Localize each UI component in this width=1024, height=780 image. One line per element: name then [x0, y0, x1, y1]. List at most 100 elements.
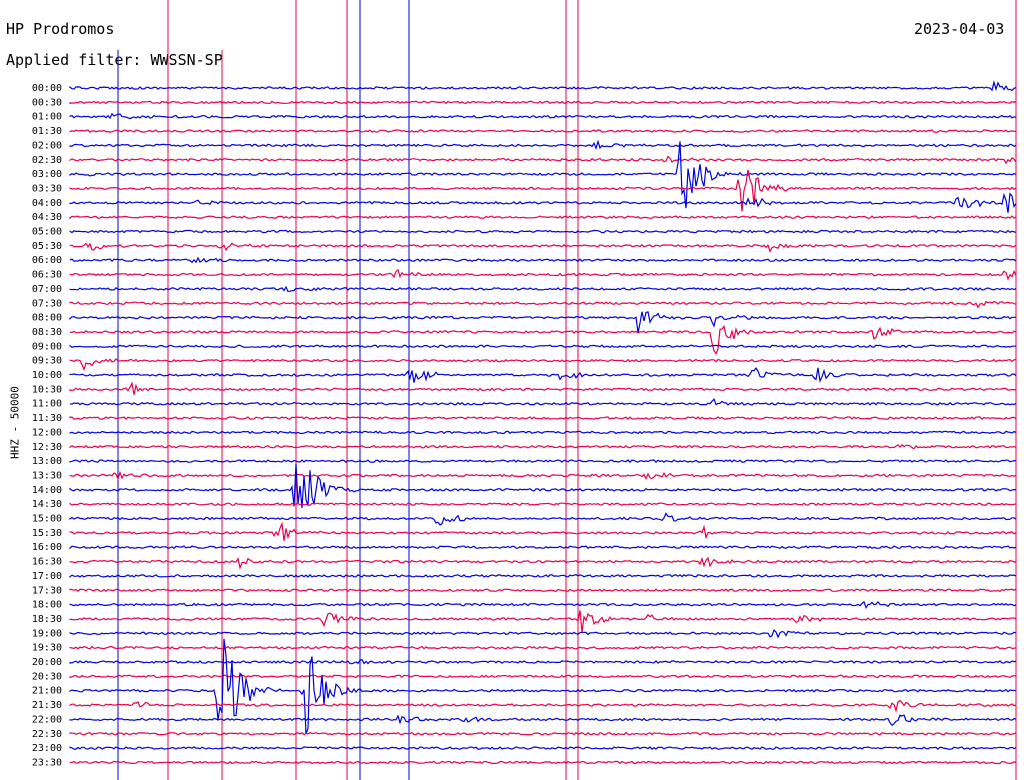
trace-1630: [69, 556, 1017, 570]
tick-label-2230: 22:30: [32, 729, 62, 740]
trace-1230: [69, 444, 1017, 450]
tick-label-0130: 01:30: [32, 126, 62, 137]
tick-label-1130: 11:30: [32, 413, 62, 424]
trace-1300: [69, 459, 1017, 464]
tick-label-1330: 13:30: [32, 470, 62, 481]
trace-0800: [69, 311, 1017, 333]
trace-1330: [69, 470, 1017, 481]
tick-label-2130: 21:30: [32, 700, 62, 711]
tick-label-1600: 16:00: [32, 542, 62, 553]
trace-2030: [69, 674, 1017, 679]
tick-label-0400: 04:00: [32, 198, 62, 209]
date-label: 2023-04-03: [914, 20, 1005, 38]
trace-2230: [69, 731, 1017, 736]
tick-label-1400: 14:00: [32, 485, 62, 496]
trace-2300: [69, 746, 1017, 750]
tick-label-1500: 15:00: [32, 514, 62, 525]
trace-0230: [69, 155, 1017, 165]
trace-0200: [69, 139, 1017, 151]
tick-label-2330: 23:30: [32, 757, 62, 768]
tick-label-2030: 20:30: [32, 671, 62, 682]
tick-label-0430: 04:30: [32, 212, 62, 223]
trace-0530: [69, 242, 1017, 253]
tick-label-0700: 07:00: [32, 284, 62, 295]
trace-1800: [69, 600, 1017, 610]
tick-label-2200: 22:00: [32, 714, 62, 725]
trace-2200: [69, 714, 1017, 727]
tick-label-0200: 02:00: [32, 140, 62, 151]
tick-label-0330: 03:30: [32, 183, 62, 194]
tick-label-1700: 17:00: [32, 571, 62, 582]
tick-label-0930: 09:30: [32, 356, 62, 367]
tick-label-1930: 19:30: [32, 643, 62, 654]
trace-0500: [69, 229, 1017, 234]
trace-1830: [69, 610, 1017, 633]
tick-label-0500: 05:00: [32, 227, 62, 238]
tick-label-0230: 02:30: [32, 155, 62, 166]
trace-1600: [69, 545, 1017, 550]
tick-label-0530: 05:30: [32, 241, 62, 252]
tick-label-1830: 18:30: [32, 614, 62, 625]
trace-2130: [69, 699, 1017, 713]
trace-2000: [69, 658, 1016, 665]
tick-label-2000: 20:00: [32, 657, 62, 668]
tick-label-1630: 16:30: [32, 557, 62, 568]
tick-label-0900: 09:00: [32, 341, 62, 352]
trace-1700: [69, 573, 1017, 579]
trace-1730: [69, 588, 1017, 593]
tick-label-1730: 17:30: [32, 585, 62, 596]
trace-1030: [69, 381, 1017, 395]
trace-1100: [69, 398, 1017, 406]
tick-label-1230: 12:30: [32, 442, 62, 453]
tick-label-0000: 00:00: [32, 83, 62, 94]
trace-0830: [69, 324, 1017, 355]
tick-label-0830: 08:30: [32, 327, 62, 338]
trace-lines: [69, 80, 1017, 765]
tick-label-0630: 06:30: [32, 270, 62, 281]
trace-0030: [69, 100, 1017, 105]
trace-0100: [69, 112, 1016, 120]
trace-2100: [69, 638, 1017, 735]
trace-2330: [69, 760, 1017, 765]
station-title: HP Prodromos: [6, 20, 115, 38]
time-tick-labels: 00:00 00:30 01:00 01:30 02:00 02:30 03:00 03:30…: [32, 83, 62, 768]
tick-label-1200: 12:00: [32, 427, 62, 438]
tick-label-2300: 23:00: [32, 743, 62, 754]
tick-label-2100: 21:00: [32, 686, 62, 697]
trace-1430: [69, 502, 1017, 506]
tick-label-0300: 03:00: [32, 169, 62, 180]
trace-0900: [69, 344, 1016, 349]
trace-1500: [69, 512, 1017, 526]
tick-label-1300: 13:00: [32, 456, 62, 467]
tick-label-1900: 19:00: [32, 628, 62, 639]
tick-label-0100: 01:00: [32, 112, 62, 123]
trace-0430: [69, 215, 1017, 220]
trace-0730: [69, 300, 1017, 309]
trace-0330: [69, 169, 1017, 212]
tick-label-0800: 08:00: [32, 313, 62, 324]
tick-label-0600: 06:00: [32, 255, 62, 266]
trace-1400: [69, 463, 1017, 509]
tick-label-1000: 10:00: [32, 370, 62, 381]
tick-label-1430: 14:30: [32, 499, 62, 510]
trace-0130: [69, 129, 1017, 133]
trace-1130: [69, 416, 1017, 420]
trace-0930: [69, 358, 1017, 372]
trace-1930: [69, 645, 1017, 650]
trace-0400: [69, 192, 1017, 213]
trace-1000: [69, 367, 1017, 384]
trace-0600: [69, 256, 1017, 264]
trace-1530: [69, 521, 1017, 541]
tick-label-1800: 18:00: [32, 600, 62, 611]
trace-1900: [69, 629, 1017, 639]
trace-1200: [69, 430, 1017, 435]
tick-label-1030: 10:30: [32, 384, 62, 395]
tick-label-1100: 11:00: [32, 399, 62, 410]
trace-0300: [69, 141, 1017, 209]
filter-subtitle: Applied filter: WWSSN-SP: [6, 51, 223, 69]
trace-0630: [69, 268, 1017, 281]
tick-label-0730: 07:30: [32, 298, 62, 309]
tick-label-0030: 00:30: [32, 97, 62, 108]
trace-0000: [69, 80, 1017, 92]
